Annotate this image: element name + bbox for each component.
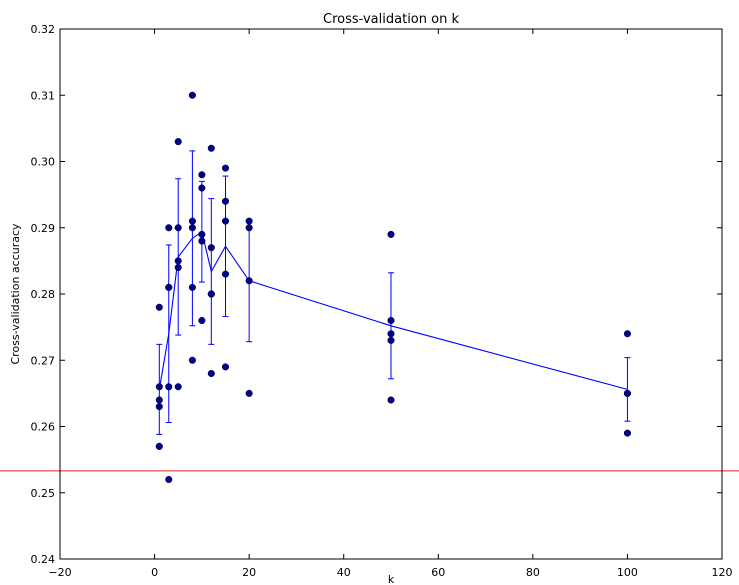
scatter-point [155, 303, 163, 311]
scatter-point [155, 403, 163, 411]
scatter-point [174, 224, 182, 232]
scatter-point [174, 383, 182, 391]
chart-title: Cross-validation on k [323, 12, 459, 27]
scatter-point [245, 389, 253, 397]
scatter-point [207, 144, 215, 152]
scatter-point [207, 369, 215, 378]
scatter-point [198, 184, 206, 192]
scatter-point [221, 270, 230, 278]
text-layer: Cross-validation on k Cross-validation a… [9, 12, 459, 585]
scatter-point [188, 283, 196, 291]
scatter-point [174, 263, 182, 272]
y-tick-label: 0.28 [31, 288, 56, 301]
scatter-point [165, 224, 173, 232]
y-tick-label: 0.29 [31, 222, 56, 235]
x-tick-label: 80 [526, 566, 540, 579]
mean-line-layer [158, 230, 628, 390]
scatter-point [387, 336, 395, 344]
y-tick-label: 0.27 [31, 354, 56, 367]
scatter-point [188, 356, 196, 364]
scatter-point [221, 197, 230, 205]
scatter-point [221, 363, 230, 371]
axes: −20 0 20 40 60 80 100 120 0.24 0.25 0.26 0.27 0.28 0.… [31, 23, 733, 579]
y-tick-label: 0.32 [31, 23, 56, 36]
x-tick-label: 120 [712, 566, 733, 579]
error-bars-layer [156, 150, 631, 435]
scatter-point [165, 383, 173, 391]
x-tick-label: 0 [151, 566, 158, 579]
y-tick-label: 0.30 [31, 156, 56, 169]
scatter-point [174, 138, 182, 146]
scatter-point [207, 244, 215, 252]
x-tick-label: −20 [48, 566, 71, 579]
scatter-point [198, 237, 206, 245]
scatter-point [165, 283, 173, 291]
scatter-point [623, 389, 631, 397]
scatter-point [174, 257, 182, 265]
scatter-point [188, 91, 196, 99]
scatter-point [387, 330, 395, 338]
scatter-point [155, 442, 163, 450]
y-tick-label: 0.26 [31, 421, 56, 434]
x-tick-label: 40 [337, 566, 351, 579]
scatter-point [207, 290, 215, 298]
scatter-point [221, 164, 230, 172]
x-tick-label: 20 [242, 566, 256, 579]
mean-accuracy-line [158, 230, 628, 390]
scatter-point [198, 171, 206, 179]
y-tick-label: 0.25 [31, 487, 56, 500]
y-tick-label: 0.24 [31, 553, 56, 566]
scatter-point [245, 277, 253, 285]
scatter-point [155, 383, 163, 391]
scatter-point [155, 396, 163, 404]
scatter-point [623, 330, 631, 338]
x-tick-label: 60 [431, 566, 445, 579]
x-tick-label: 100 [617, 566, 638, 579]
scatter-point [198, 230, 206, 238]
scatter-point [165, 475, 173, 484]
scatter-point [387, 230, 395, 238]
x-axis-label: k [388, 573, 395, 585]
scatter-point [198, 316, 206, 325]
y-axis-label: Cross-validation accuracy [9, 223, 22, 365]
scatter-point [188, 224, 196, 232]
scatter-point [387, 396, 395, 404]
scatter-point [221, 217, 230, 225]
scatter-point [387, 316, 395, 325]
scatter-point [245, 217, 253, 225]
scatter-point [623, 429, 631, 437]
scatter-point [245, 224, 253, 232]
y-tick-label: 0.31 [31, 89, 56, 102]
scatter-point [188, 217, 196, 225]
scatter-points-layer [155, 91, 631, 484]
